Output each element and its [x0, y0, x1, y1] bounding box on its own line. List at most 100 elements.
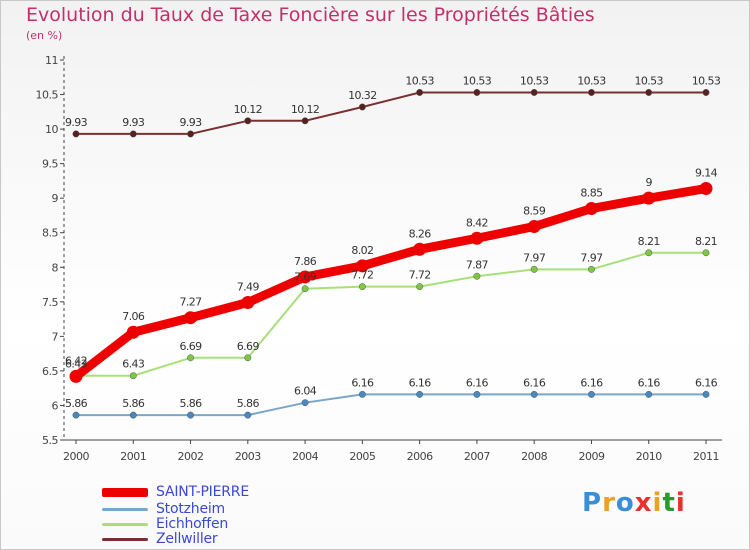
- proxiti-logo: Proxiti: [582, 488, 686, 518]
- point-eichhoffen: [301, 285, 309, 293]
- data-label-eichhoffen: 8.21: [695, 235, 717, 248]
- y-tick-label: 11: [45, 54, 58, 67]
- data-label-saint-pierre: 6.42: [65, 354, 87, 367]
- legend-label-zellwiller: Zellwiller: [156, 531, 218, 547]
- data-label-stotzheim: 6.16: [695, 376, 718, 389]
- data-label-zellwiller: 9.93: [122, 116, 145, 129]
- x-tick-label: 2006: [407, 450, 433, 463]
- point-zellwiller: [645, 89, 653, 96]
- data-label-eichhoffen: 6.69: [179, 340, 202, 353]
- point-saint-pierre: [584, 202, 598, 216]
- data-label-zellwiller: 10.53: [405, 74, 434, 87]
- y-tick-label: 8: [52, 261, 59, 274]
- point-stotzheim: [416, 390, 424, 398]
- data-label-eichhoffen: 7.97: [523, 251, 546, 264]
- x-tick-label: 2010: [636, 450, 662, 463]
- point-stotzheim: [530, 390, 538, 398]
- data-label-zellwiller: 10.12: [291, 103, 320, 116]
- data-label-zellwiller: 9.93: [179, 116, 202, 129]
- legend-swatch-stotzheim: [102, 507, 148, 511]
- point-stotzheim: [244, 411, 252, 419]
- point-zellwiller: [72, 130, 80, 138]
- y-tick-label: 10.5: [36, 89, 59, 102]
- series-line-eichhoffen: [75, 251, 707, 377]
- legend-item-eichhoffen: Eichhoffen: [102, 516, 229, 532]
- point-saint-pierre: [699, 182, 713, 196]
- data-label-saint-pierre: 7.86: [294, 255, 317, 268]
- data-label-eichhoffen: 6.43: [122, 358, 145, 371]
- data-label-zellwiller: 10.12: [234, 103, 263, 116]
- x-tick-label: 2008: [521, 450, 547, 463]
- point-zellwiller: [244, 117, 252, 125]
- data-label-zellwiller: 10.53: [520, 74, 549, 87]
- series-points: [69, 89, 713, 419]
- data-label-eichhoffen: 6.69: [237, 340, 260, 353]
- y-tick-label: 10: [45, 123, 58, 136]
- x-tick-label: 2003: [235, 450, 261, 463]
- data-label-stotzheim: 5.86: [237, 397, 260, 410]
- data-label-saint-pierre: 7.27: [179, 296, 202, 309]
- point-saint-pierre: [241, 296, 255, 310]
- point-zellwiller: [301, 117, 309, 125]
- data-label-saint-pierre: 8.26: [409, 227, 432, 240]
- point-stotzheim: [645, 390, 653, 398]
- point-eichhoffen: [244, 354, 252, 362]
- data-label-eichhoffen: 6.43: [65, 358, 88, 371]
- point-saint-pierre: [470, 231, 484, 245]
- data-label-saint-pierre: 7.49: [237, 281, 260, 294]
- x-tick-label: 2000: [63, 450, 89, 463]
- point-eichhoffen: [588, 265, 595, 273]
- y-tick-label: 9.5: [42, 158, 58, 171]
- point-eichhoffen: [416, 283, 424, 291]
- data-label-stotzheim: 6.04: [294, 385, 317, 398]
- point-eichhoffen: [187, 354, 194, 362]
- legend-swatch-eichhoffen: [102, 522, 148, 526]
- point-zellwiller: [702, 89, 710, 96]
- data-label-stotzheim: 5.86: [122, 397, 145, 410]
- point-saint-pierre: [642, 191, 656, 205]
- legend-label-eichhoffen: Eichhoffen: [156, 516, 229, 532]
- data-label-saint-pierre: 7.06: [122, 310, 145, 323]
- data-label-stotzheim: 6.16: [466, 376, 489, 389]
- legend-item-saint-pierre: SAINT-PIERRE: [102, 484, 249, 500]
- point-zellwiller: [187, 130, 194, 138]
- legend-swatch-zellwiller: [102, 537, 148, 541]
- data-label-zellwiller: 10.53: [634, 74, 663, 87]
- data-label-stotzheim: 6.16: [351, 376, 374, 389]
- data-label-stotzheim: 6.16: [638, 376, 661, 389]
- point-stotzheim: [301, 399, 309, 407]
- data-label-zellwiller: 10.32: [348, 89, 377, 102]
- point-stotzheim: [588, 390, 595, 398]
- y-tick-label: 6.5: [42, 365, 58, 378]
- point-eichhoffen: [645, 249, 653, 257]
- point-zellwiller: [530, 89, 538, 96]
- chart-title: Evolution du Taux de Taxe Foncière sur l…: [26, 4, 595, 26]
- data-label-eichhoffen: 7.69: [294, 271, 317, 284]
- legend-item-zellwiller: Zellwiller: [102, 531, 218, 547]
- data-label-stotzheim: 6.16: [580, 376, 603, 389]
- x-tick-label: 2011: [693, 450, 719, 463]
- point-stotzheim: [129, 411, 137, 419]
- data-label-eichhoffen: 7.97: [580, 251, 603, 264]
- series-line-saint-pierre: [71, 184, 711, 381]
- data-label-saint-pierre: 9: [646, 176, 653, 189]
- y-tick-label: 8.5: [42, 227, 58, 240]
- point-saint-pierre: [298, 270, 312, 284]
- x-tick-label: 2001: [120, 450, 146, 463]
- data-label-saint-pierre: 8.85: [580, 187, 603, 200]
- x-tick-label: 2009: [578, 450, 604, 463]
- point-saint-pierre: [69, 369, 83, 383]
- x-tick-label: 2002: [178, 450, 204, 463]
- legend-swatch-saint-pierre: [102, 487, 148, 497]
- point-zellwiller: [416, 89, 424, 96]
- data-label-stotzheim: 5.86: [65, 397, 88, 410]
- point-saint-pierre: [527, 220, 541, 234]
- data-label-eichhoffen: 7.87: [466, 258, 489, 271]
- data-label-zellwiller: 10.53: [692, 74, 721, 87]
- data-label-zellwiller: 10.53: [577, 74, 606, 87]
- point-stotzheim: [187, 411, 194, 419]
- data-label-eichhoffen: 7.72: [409, 269, 431, 282]
- point-stotzheim: [72, 411, 80, 419]
